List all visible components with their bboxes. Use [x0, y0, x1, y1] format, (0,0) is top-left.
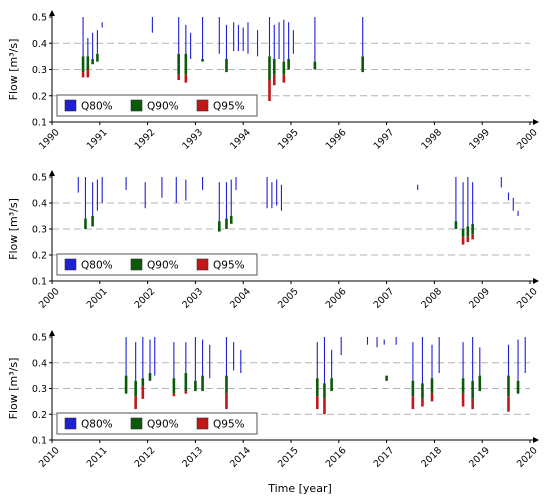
x-tick-label: 2015	[276, 445, 301, 470]
x-axis-arrow-icon	[533, 119, 539, 125]
x-tick-label: 2012	[133, 445, 158, 470]
y-tick-label: 0.3	[32, 384, 47, 395]
legend-swatch	[196, 417, 209, 430]
x-tick-label: 2002	[133, 286, 158, 311]
x-tick-label: 2009	[467, 286, 492, 311]
x-tick-label: 2019	[467, 445, 492, 470]
y-tick-label: 0.1	[32, 277, 47, 288]
legend-label: Q90%	[147, 101, 179, 113]
x-tick-label: 2017	[372, 445, 397, 470]
y-tick-label: 0.1	[32, 118, 47, 129]
chart-panel-2: 0.1 0.2 0.3 0.4 0.5 2000 2001 2002 2003 2004 2005 2…	[7, 170, 540, 311]
y-tick-label: 0.1	[32, 436, 47, 447]
x-tick-label: 2014	[228, 445, 253, 470]
x-axis-label: Time [year]	[267, 482, 332, 495]
x-tick-label: 2006	[324, 286, 349, 311]
x-tick-label: 1996	[324, 127, 349, 152]
y-axis-label: Flow [m³/s]	[7, 39, 20, 101]
y-tick-label: 0.2	[32, 251, 47, 262]
x-tick-label: 2013	[180, 445, 205, 470]
y-axis-arrow-icon	[49, 170, 55, 176]
legend-label: Q95%	[213, 260, 245, 272]
y-tick-label: 0.3	[32, 225, 47, 236]
x-tick-label: 1991	[85, 127, 110, 152]
legend-label: Q95%	[213, 419, 245, 431]
x-tick-label: 2018	[419, 445, 444, 470]
y-tick-label: 0.4	[32, 199, 47, 210]
y-tick-label: 0.2	[32, 91, 47, 102]
x-tick-label: 2003	[180, 286, 205, 311]
chart-panel-1: 0.1 0.2 0.3 0.4 0.5 1990 1991 1992 1993 1994 1995 1…	[7, 10, 540, 152]
x-tick-label: 1993	[180, 127, 205, 152]
y-tick-label: 0.4	[32, 39, 47, 50]
y-tick-label: 0.5	[32, 173, 47, 184]
y-tick-label: 0.3	[32, 65, 47, 76]
x-tick-label: 2016	[324, 445, 349, 470]
legend: Q80% Q90% Q95%	[56, 253, 258, 276]
x-tick-label: 2000	[515, 127, 540, 152]
y-tick-label: 0.4	[32, 358, 47, 369]
x-tick-label: 2010	[515, 286, 540, 311]
legend-label: Q95%	[213, 101, 245, 113]
x-tick-label: 1998	[419, 127, 444, 152]
legend: Q80% Q90% Q95%	[56, 94, 258, 117]
y-axis-label: Flow [m³/s]	[7, 358, 20, 420]
chart-panel-3: 0.1 0.2 0.3 0.4 0.5 2010 2011 2012 2013 2014 2015 2…	[7, 330, 540, 470]
legend-swatch	[196, 99, 209, 112]
y-tick-label: 0.2	[32, 410, 47, 421]
x-tick-label: 1995	[276, 127, 301, 152]
legend-swatch	[64, 417, 77, 430]
x-tick-label: 2005	[276, 286, 301, 311]
x-axis-arrow-icon	[533, 278, 539, 284]
x-axis-arrow-icon	[533, 437, 539, 443]
x-tick-label: 1992	[133, 127, 158, 152]
legend-label: Q80%	[81, 101, 113, 113]
x-tick-label: 1994	[228, 127, 253, 152]
x-tick-label: 2000	[37, 286, 62, 311]
x-tick-label: 2007	[372, 286, 397, 311]
x-tick-label: 2001	[85, 286, 110, 311]
legend-swatch	[130, 417, 143, 430]
legend-label: Q80%	[81, 260, 113, 272]
x-tick-label: 2008	[419, 286, 444, 311]
legend-label: Q90%	[147, 260, 179, 272]
y-axis-arrow-icon	[49, 330, 55, 336]
x-tick-label: 2011	[85, 445, 110, 470]
x-tick-label: 1990	[37, 127, 62, 152]
legend-label: Q90%	[147, 419, 179, 431]
x-tick-label: 2004	[228, 286, 253, 311]
legend-swatch	[196, 258, 209, 271]
legend: Q80% Q90% Q95%	[56, 412, 258, 435]
y-tick-label: 0.5	[32, 333, 47, 344]
legend-swatch	[130, 258, 143, 271]
legend-swatch	[64, 99, 77, 112]
y-axis-arrow-icon	[49, 10, 55, 16]
y-axis-label: Flow [m³/s]	[7, 198, 20, 260]
x-tick-label: 1997	[372, 127, 397, 152]
x-tick-label: 2010	[37, 445, 62, 470]
x-tick-label: 2020	[515, 445, 540, 470]
legend-swatch	[130, 99, 143, 112]
legend-swatch	[64, 258, 77, 271]
x-tick-label: 1999	[467, 127, 492, 152]
y-tick-label: 0.5	[32, 13, 47, 24]
legend-label: Q80%	[81, 419, 113, 431]
